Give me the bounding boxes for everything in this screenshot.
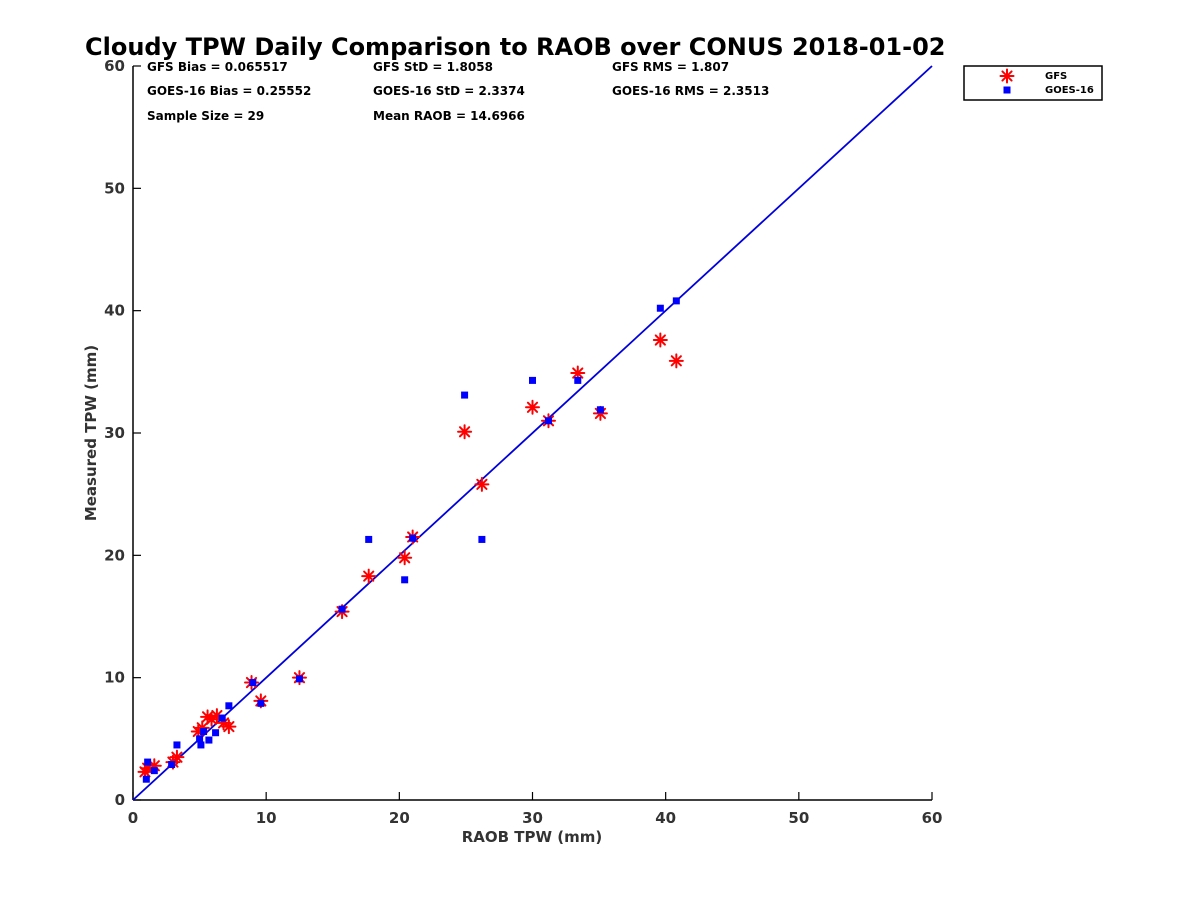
gfs-point: [652, 332, 668, 348]
goes-point: [218, 714, 226, 722]
legend-square-marker: [1003, 86, 1011, 94]
goes-point: [338, 605, 346, 613]
x-tick-label: 0: [128, 809, 138, 827]
y-tick-label: 40: [104, 302, 125, 320]
gfs-point: [361, 568, 377, 584]
gfs-point: [525, 399, 540, 415]
legend: GFS GOES-16: [963, 65, 1103, 101]
legend-box: [963, 65, 1103, 101]
reference-line: [132, 65, 933, 801]
x-tick-label: 60: [922, 809, 943, 827]
gfs-point: [668, 353, 684, 369]
goes-point: [142, 775, 150, 783]
x-tick-label: 40: [655, 809, 676, 827]
stat-gfs-rms: GFS RMS = 1.807: [612, 60, 729, 74]
goes-point: [295, 675, 303, 683]
goes-point: [529, 376, 536, 384]
x-tick-label: 20: [389, 809, 410, 827]
goes-point: [168, 761, 176, 769]
goes-point: [249, 679, 257, 687]
gfs-point: [397, 550, 413, 566]
stats-annotations: GFS Bias = 0.065517 GOES-16 Bias = 0.255…: [147, 60, 769, 123]
gfs-point: [474, 476, 490, 492]
goes-point: [225, 702, 233, 710]
stat-goes-bias: GOES-16 Bias = 0.25552: [147, 84, 311, 98]
goes-point: [461, 391, 469, 399]
y-tick-label: 60: [104, 57, 125, 75]
stat-mean-raob: Mean RAOB = 14.6966: [373, 109, 525, 123]
x-tick-label: 10: [256, 809, 277, 827]
goes-point: [212, 729, 220, 737]
goes-point: [401, 576, 409, 584]
series-goes-16: [142, 297, 680, 783]
axes: 0 10 20 30 40 50 60 0 10 20 30 40 50 60: [104, 57, 942, 827]
x-tick-label: 30: [522, 809, 543, 827]
y-axis-label: Measured TPW (mm): [82, 345, 100, 521]
goes-point: [409, 534, 417, 542]
stat-gfs-std: GFS StD = 1.8058: [373, 60, 493, 74]
gfs-point: [457, 424, 473, 440]
goes-point: [200, 727, 208, 735]
goes-point: [478, 535, 486, 543]
x-tick-label: 50: [788, 809, 809, 827]
y-tick-label: 30: [104, 424, 125, 442]
y-tick-label: 50: [104, 179, 125, 197]
legend-gfs-marker: [999, 68, 1015, 84]
y-tick-label: 0: [115, 791, 125, 809]
legend-goes-marker: [1003, 86, 1011, 94]
goes-point: [197, 741, 205, 749]
x-axis-label: RAOB TPW (mm): [462, 828, 603, 846]
goes-point: [196, 735, 204, 743]
goes-point: [150, 767, 158, 775]
legend-goes-label: GOES-16: [1045, 85, 1094, 96]
goes-point: [365, 535, 373, 543]
chart-title: Cloudy TPW Daily Comparison to RAOB over…: [85, 33, 945, 61]
goes-point: [173, 741, 181, 749]
goes-point: [574, 376, 582, 384]
series-gfs: [137, 332, 684, 780]
stat-sample-size: Sample Size = 29: [147, 109, 264, 123]
y-tick-label: 20: [104, 546, 125, 564]
data-points: [137, 297, 684, 783]
stat-gfs-bias: GFS Bias = 0.065517: [147, 60, 288, 74]
goes-point: [544, 417, 552, 425]
gfs-point: [221, 719, 237, 735]
goes-point: [596, 406, 604, 414]
legend-gfs-label: GFS: [1045, 71, 1067, 82]
legend-asterisk-marker: [999, 68, 1015, 84]
reference-line-group: [132, 65, 933, 801]
goes-point: [205, 736, 213, 744]
goes-point: [257, 699, 265, 707]
gfs-point: [169, 749, 185, 765]
stat-goes-std: GOES-16 StD = 2.3374: [373, 84, 525, 98]
goes-point: [656, 304, 664, 312]
stat-goes-rms: GOES-16 RMS = 2.3513: [612, 84, 769, 98]
goes-point: [672, 297, 680, 305]
y-tick-label: 10: [104, 669, 125, 687]
goes-point: [144, 758, 152, 766]
